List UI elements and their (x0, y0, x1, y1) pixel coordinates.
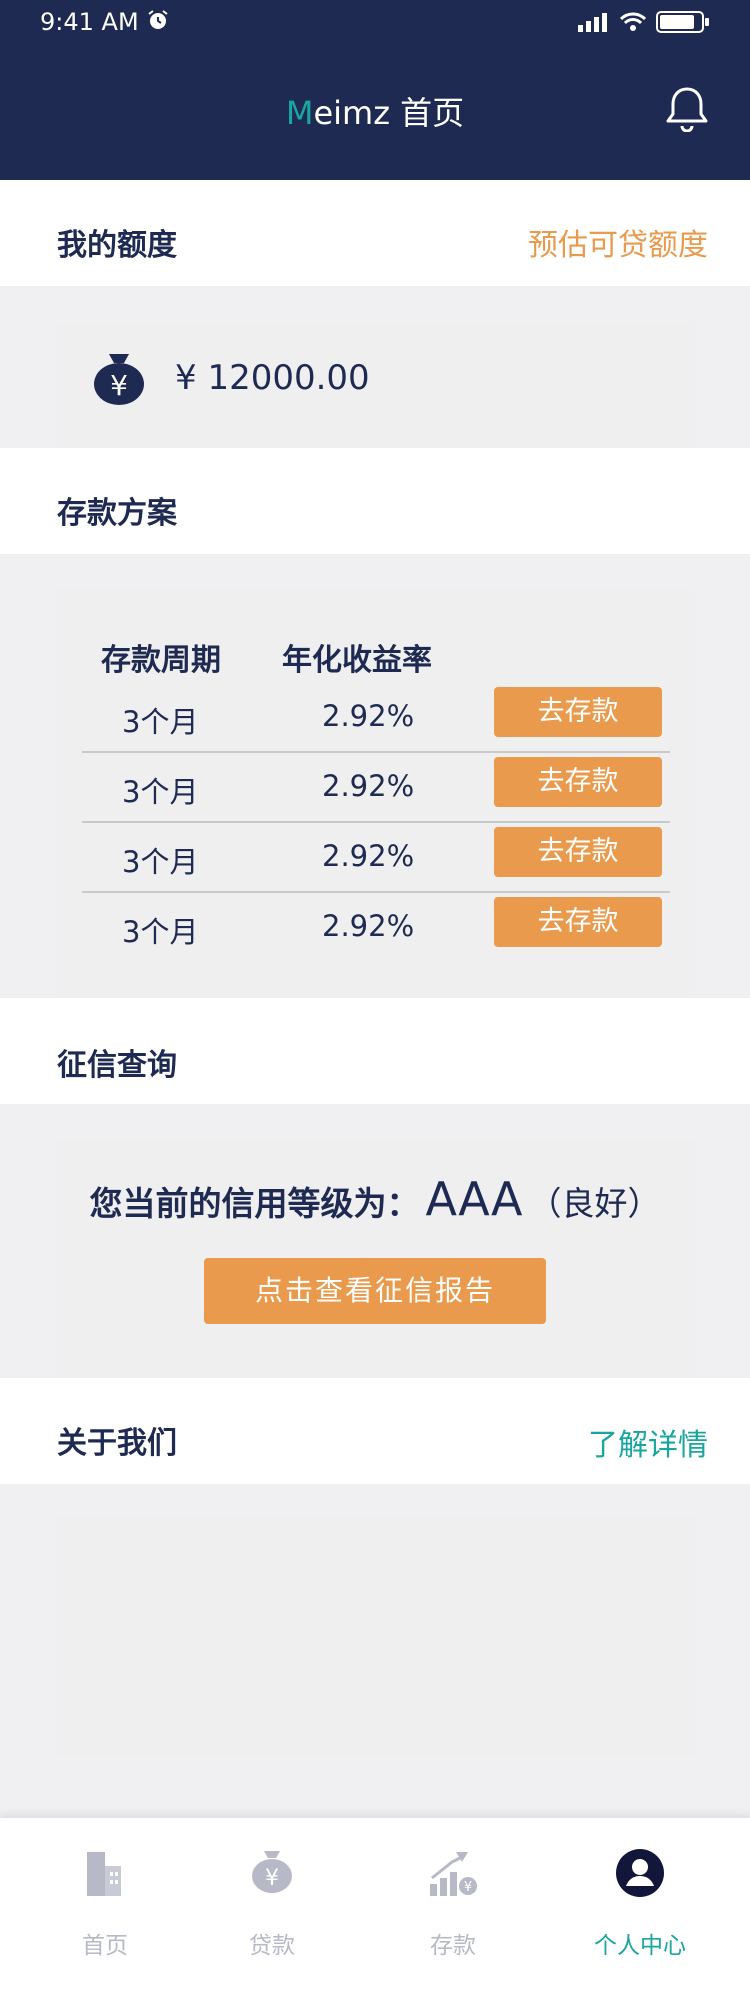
tab-label: 存款 (430, 1933, 476, 1959)
tab-label: 个人中心 (594, 1933, 686, 1959)
tab-home[interactable]: 首页 (30, 1818, 180, 2000)
row-divider (82, 891, 670, 893)
moneybag-icon: ¥ (250, 1848, 294, 1898)
building-icon (85, 1848, 125, 1902)
about-header (0, 1378, 750, 1484)
estimate-quota-link[interactable]: 预估可贷额度 (528, 228, 708, 263)
page-title: Meimz 首页 (0, 88, 750, 134)
about-title: 关于我们 (57, 1426, 177, 1461)
deposit-button[interactable]: 去存款 (494, 757, 662, 807)
header: 9:41 AM Meimz 首页 (0, 0, 750, 180)
bell-icon[interactable] (666, 86, 708, 136)
credit-grade-text: 您当前的信用等级为： AAA （良好） (0, 1172, 750, 1226)
tab-loan[interactable]: ¥ 贷款 (197, 1818, 347, 2000)
row-period: 3个月 (122, 775, 199, 809)
tab-label: 贷款 (249, 1933, 295, 1959)
svg-text:¥: ¥ (464, 1880, 472, 1895)
quota-header (0, 180, 750, 286)
signal-icon (578, 13, 607, 32)
deposit-header (0, 448, 750, 554)
row-rate: 2.92% (322, 839, 415, 873)
row-period: 3个月 (122, 705, 199, 739)
table-row: 3个月 2.92% 去存款 (82, 823, 670, 893)
row-rate: 2.92% (322, 769, 415, 803)
user-icon (615, 1848, 665, 1902)
row-rate: 2.92% (322, 909, 415, 943)
table-row: 3个月 2.92% 去存款 (82, 683, 670, 753)
svg-text:¥: ¥ (110, 369, 128, 402)
row-period: 3个月 (122, 845, 199, 879)
about-card (55, 1516, 695, 1756)
quota-title: 我的额度 (57, 228, 177, 263)
tab-deposit[interactable]: ¥ 存款 (378, 1818, 528, 2000)
credit-title: 征信查询 (57, 1048, 177, 1083)
view-credit-report-button[interactable]: 点击查看征信报告 (204, 1258, 546, 1324)
col-header-rate: 年化收益率 (282, 643, 432, 678)
table-row: 3个月 2.92% 去存款 (82, 753, 670, 823)
credit-grade: AAA (425, 1172, 523, 1226)
battery-icon (656, 11, 709, 33)
quota-card (55, 322, 695, 448)
table-row: 3个月 2.92% 去存款 (82, 893, 670, 963)
credit-quality: （良好） (528, 1184, 661, 1223)
title-brand-letter: M (285, 94, 314, 132)
row-divider (82, 751, 670, 753)
deposit-button[interactable]: 去存款 (494, 687, 662, 737)
col-header-period: 存款周期 (101, 643, 221, 678)
deposit-button[interactable]: 去存款 (494, 827, 662, 877)
learn-more-link[interactable]: 了解详情 (588, 1428, 708, 1463)
status-indicators (578, 10, 710, 34)
deposit-title: 存款方案 (57, 496, 177, 531)
credit-header (0, 998, 750, 1104)
row-rate: 2.92% (322, 699, 415, 733)
tab-bar: 首页 ¥ 贷款 ¥ 存款 (0, 1818, 750, 2000)
credit-prefix: 您当前的信用等级为： (89, 1184, 420, 1223)
svg-text:¥: ¥ (265, 1866, 279, 1891)
wifi-icon (620, 12, 646, 31)
growth-chart-icon: ¥ (428, 1848, 478, 1902)
deposit-button[interactable]: 去存款 (494, 897, 662, 947)
tab-label: 首页 (82, 1933, 128, 1959)
quota-amount: ¥ 12000.00 (175, 358, 370, 398)
row-period: 3个月 (122, 915, 199, 949)
alarm-icon (146, 8, 170, 36)
moneybag-icon: ¥ (92, 350, 146, 410)
status-time: 9:41 AM (40, 8, 139, 36)
tab-profile[interactable]: 个人中心 (565, 1818, 715, 2000)
row-divider (82, 821, 670, 823)
title-text: eimz 首页 (313, 94, 465, 132)
